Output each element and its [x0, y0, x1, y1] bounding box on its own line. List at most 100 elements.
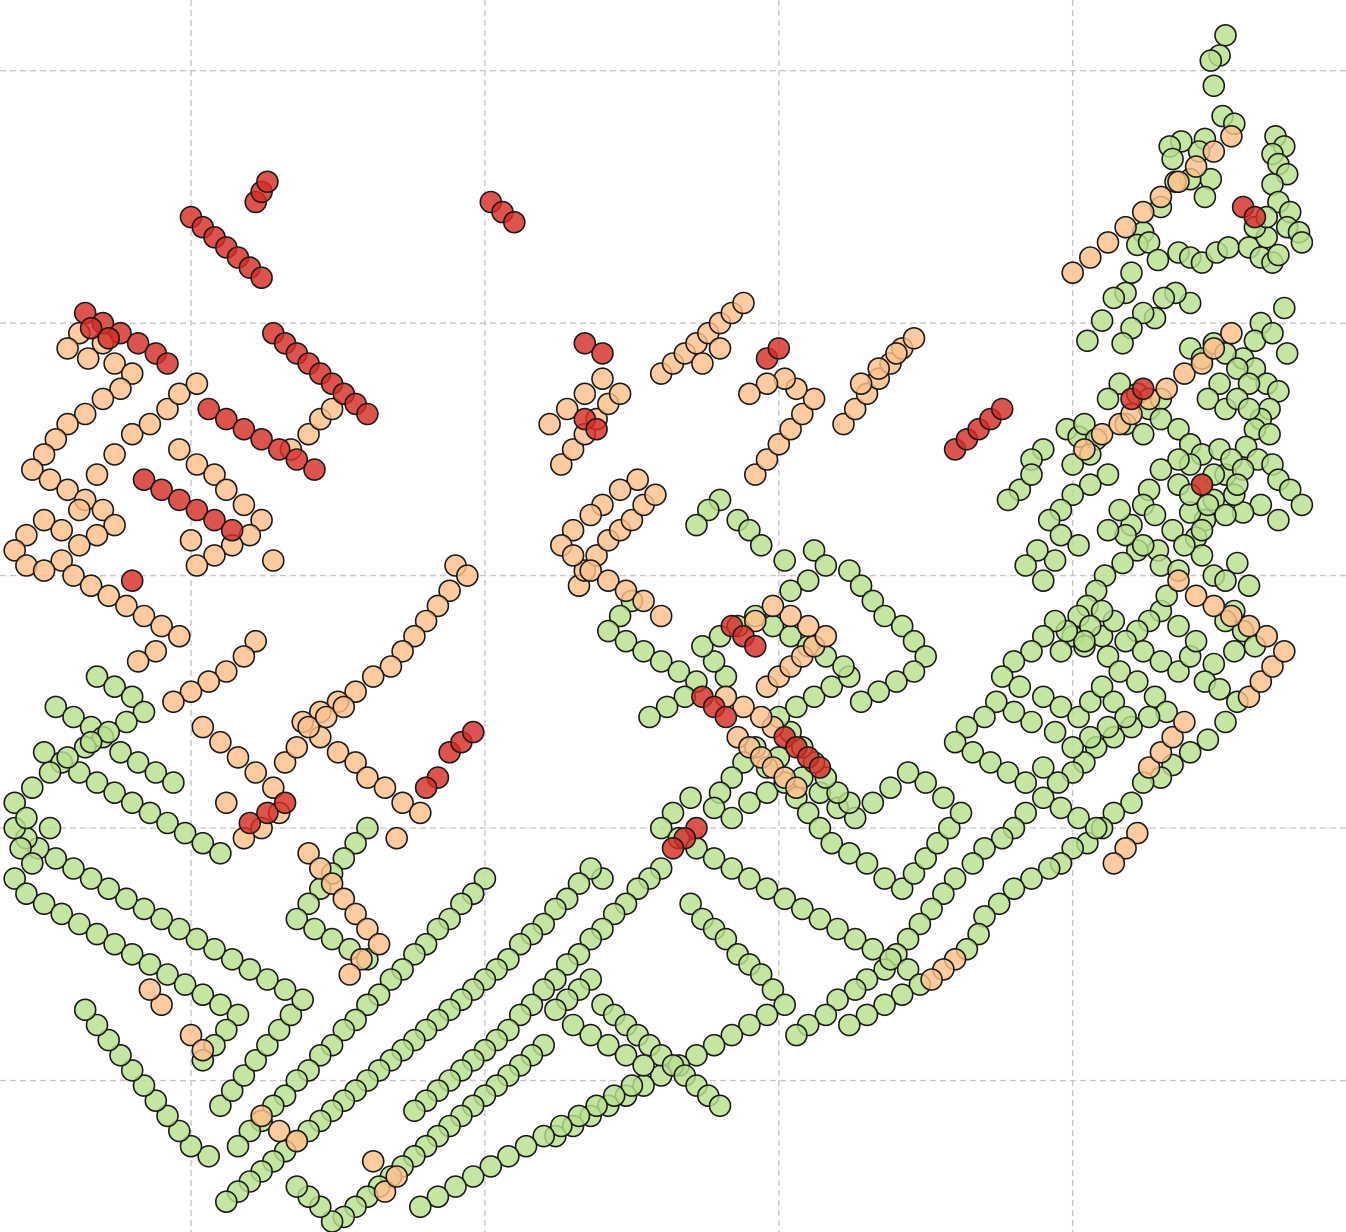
point-green-223 [1226, 473, 1249, 497]
point-green-635 [796, 569, 820, 593]
point-red-55 [585, 417, 608, 441]
point-orange-169 [849, 372, 873, 396]
point-orange-112 [150, 993, 173, 1017]
point-green-323 [879, 947, 902, 971]
point-orange-145 [608, 382, 632, 406]
point-green-264 [1020, 710, 1043, 734]
point-green-637 [773, 549, 797, 572]
point-green-579 [303, 917, 326, 941]
point-orange-214 [1131, 200, 1155, 224]
point-green-470 [632, 1054, 655, 1077]
point-orange-161 [843, 397, 867, 421]
point-orange-39 [120, 422, 144, 446]
point-orange-100 [297, 841, 320, 865]
point-green-532 [173, 973, 197, 996]
point-green-565 [115, 710, 138, 734]
point-green-178 [1073, 412, 1096, 436]
point-green-469 [614, 1044, 638, 1067]
point-red-26 [356, 402, 379, 426]
point-green-497 [232, 1064, 256, 1087]
point-orange-167 [885, 342, 908, 365]
point-green-249 [1020, 639, 1043, 663]
point-green-310 [649, 816, 673, 840]
point-green-621 [902, 629, 926, 653]
point-orange-222 [1261, 655, 1284, 678]
point-orange-65 [403, 624, 426, 648]
point-green-245 [1073, 629, 1096, 653]
point-green-193 [1131, 422, 1155, 446]
point-green-98 [1202, 652, 1226, 676]
point-green-162 [814, 1003, 838, 1027]
point-orange-117 [250, 1104, 273, 1128]
point-red-78 [1190, 473, 1214, 497]
point-green-590 [785, 695, 808, 719]
point-orange-69 [344, 680, 367, 704]
point-green-580 [320, 927, 344, 951]
point-orange-189 [743, 609, 767, 633]
point-orange-217 [1184, 155, 1208, 178]
point-green-561 [85, 665, 109, 688]
point-red-7 [97, 326, 120, 350]
point-orange-45 [185, 453, 209, 476]
point-orange-94 [273, 751, 297, 774]
point-orange-225 [1237, 614, 1261, 638]
point-green-546 [156, 811, 179, 835]
point-green-328 [855, 1003, 879, 1027]
point-green-84 [1161, 518, 1184, 542]
point-green-241 [1155, 584, 1178, 608]
point-orange-36 [68, 498, 91, 522]
point-green-281 [702, 796, 726, 820]
point-green-253 [1032, 685, 1055, 709]
point-green-406 [215, 1190, 238, 1213]
point-orange-27 [168, 624, 191, 648]
point-orange-235 [1114, 836, 1137, 860]
point-orange-207 [1190, 352, 1214, 375]
point-orange-13 [38, 468, 62, 492]
point-red-42 [256, 801, 279, 825]
data-points [3, 23, 1314, 1232]
point-green-203 [1237, 372, 1261, 396]
point-green-91 [1226, 551, 1249, 575]
point-green-364 [702, 1033, 726, 1057]
point-green-524 [32, 892, 56, 916]
point-green-477 [514, 1134, 538, 1158]
point-green-190 [1108, 372, 1131, 396]
point-green-210 [1167, 448, 1190, 471]
point-green-467 [579, 1023, 603, 1047]
point-green-72 [1278, 478, 1302, 502]
point-green-272 [996, 761, 1020, 784]
point-green-258 [1102, 690, 1126, 714]
point-green-174 [1014, 554, 1037, 577]
point-orange-38 [103, 443, 126, 466]
point-orange-229 [1167, 569, 1190, 593]
point-green-514 [79, 867, 103, 890]
point-green-318 [790, 897, 814, 921]
point-orange-224 [1255, 624, 1278, 648]
point-orange-29 [126, 650, 150, 673]
point-orange-49 [250, 508, 273, 532]
point-green-578 [285, 907, 309, 931]
point-orange-22 [79, 574, 103, 598]
point-green-73 [1290, 493, 1314, 517]
point-orange-230 [1137, 756, 1161, 779]
point-green-104 [1178, 740, 1202, 764]
point-green-623 [902, 660, 926, 683]
point-orange-11 [32, 443, 56, 466]
point-green-447 [320, 1210, 344, 1232]
point-green-615 [638, 705, 661, 729]
point-green-584 [826, 781, 849, 805]
point-green-521 [20, 852, 44, 875]
point-green-526 [68, 912, 91, 936]
point-green-558 [3, 791, 26, 815]
point-green-596 [691, 634, 714, 658]
point-red-32 [285, 448, 309, 471]
point-green-251 [990, 665, 1014, 688]
point-green-595 [702, 650, 726, 673]
point-green-0 [1214, 23, 1237, 47]
point-orange-102 [320, 872, 344, 895]
point-orange-48 [232, 493, 256, 517]
point-red-35 [150, 478, 173, 502]
point-green-300 [914, 771, 938, 794]
point-green-562 [103, 675, 126, 699]
